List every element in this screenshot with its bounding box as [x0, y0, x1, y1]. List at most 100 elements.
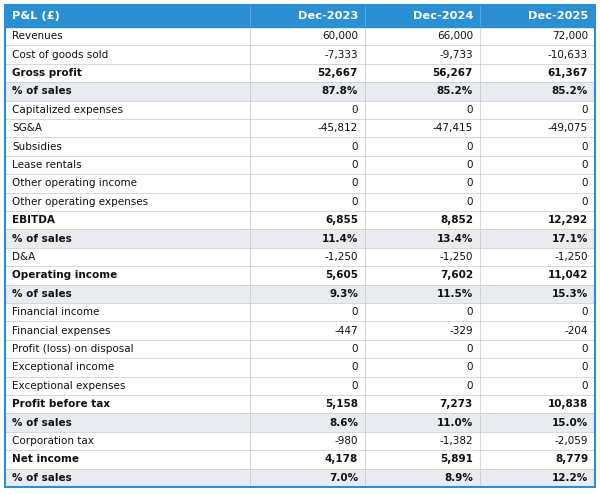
Text: -1,250: -1,250 — [325, 252, 358, 262]
Bar — [365, 321, 480, 340]
Bar — [250, 46, 365, 64]
Bar — [5, 358, 250, 377]
Text: 0: 0 — [466, 105, 473, 115]
Bar — [250, 321, 365, 340]
Text: 0: 0 — [352, 381, 358, 391]
Text: 0: 0 — [352, 197, 358, 207]
Bar — [365, 46, 480, 64]
Bar — [365, 229, 480, 248]
Bar — [250, 377, 365, 395]
Bar — [365, 285, 480, 303]
Bar — [250, 119, 365, 138]
Text: 0: 0 — [352, 307, 358, 317]
Text: -447: -447 — [334, 326, 358, 336]
Bar — [5, 266, 250, 285]
Bar — [5, 285, 250, 303]
Text: 0: 0 — [581, 307, 588, 317]
Bar — [480, 469, 595, 487]
Bar — [5, 174, 250, 193]
Bar — [480, 64, 595, 82]
Bar — [5, 377, 250, 395]
Text: 0: 0 — [581, 197, 588, 207]
Bar — [480, 193, 595, 211]
Text: 11.5%: 11.5% — [437, 289, 473, 299]
Bar — [250, 413, 365, 432]
Text: 6,855: 6,855 — [325, 215, 358, 225]
Bar — [480, 174, 595, 193]
Bar — [5, 27, 250, 46]
Bar — [5, 138, 250, 156]
Bar — [5, 229, 250, 248]
Bar — [5, 450, 250, 469]
Bar — [250, 358, 365, 377]
Text: -1,250: -1,250 — [554, 252, 588, 262]
Bar — [365, 377, 480, 395]
Bar — [365, 413, 480, 432]
Text: 8,852: 8,852 — [440, 215, 473, 225]
Text: 5,605: 5,605 — [325, 270, 358, 280]
Bar — [250, 450, 365, 469]
Text: 0: 0 — [581, 142, 588, 151]
Text: Lease rentals: Lease rentals — [12, 160, 82, 170]
Text: 52,667: 52,667 — [317, 68, 358, 78]
Bar — [365, 100, 480, 119]
Text: 12,292: 12,292 — [548, 215, 588, 225]
Bar — [250, 395, 365, 413]
Text: 0: 0 — [352, 105, 358, 115]
Text: 12.2%: 12.2% — [552, 473, 588, 483]
Text: Other operating income: Other operating income — [12, 178, 137, 189]
Bar — [365, 174, 480, 193]
Bar — [365, 450, 480, 469]
Bar — [250, 285, 365, 303]
Bar — [365, 64, 480, 82]
Bar — [480, 100, 595, 119]
Bar — [480, 432, 595, 450]
Text: 0: 0 — [466, 142, 473, 151]
Text: % of sales: % of sales — [12, 418, 72, 428]
Bar — [480, 340, 595, 358]
Text: 0: 0 — [466, 197, 473, 207]
Bar — [250, 5, 365, 27]
Bar — [480, 358, 595, 377]
Text: 11.4%: 11.4% — [322, 234, 358, 244]
Text: -1,382: -1,382 — [439, 436, 473, 446]
Bar — [480, 321, 595, 340]
Text: % of sales: % of sales — [12, 87, 72, 97]
Text: Capitalized expenses: Capitalized expenses — [12, 105, 123, 115]
Text: Net income: Net income — [12, 454, 79, 464]
Bar — [365, 193, 480, 211]
Bar — [480, 211, 595, 229]
Text: 0: 0 — [581, 178, 588, 189]
Text: 0: 0 — [352, 344, 358, 354]
Bar — [250, 64, 365, 82]
Text: Dec-2024: Dec-2024 — [413, 11, 473, 21]
Text: -1,250: -1,250 — [439, 252, 473, 262]
Bar — [480, 119, 595, 138]
Text: % of sales: % of sales — [12, 289, 72, 299]
Bar — [365, 358, 480, 377]
Text: Dec-2025: Dec-2025 — [528, 11, 588, 21]
Bar — [5, 432, 250, 450]
Text: 85.2%: 85.2% — [437, 87, 473, 97]
Text: 5,891: 5,891 — [440, 454, 473, 464]
Bar — [480, 138, 595, 156]
Bar — [480, 395, 595, 413]
Text: D&A: D&A — [12, 252, 35, 262]
Bar — [5, 395, 250, 413]
Text: 0: 0 — [581, 160, 588, 170]
Bar — [480, 248, 595, 266]
Bar — [250, 27, 365, 46]
Text: Financial income: Financial income — [12, 307, 100, 317]
Text: Dec-2023: Dec-2023 — [298, 11, 358, 21]
Bar — [250, 82, 365, 100]
Bar — [250, 340, 365, 358]
Bar — [5, 340, 250, 358]
Text: Corporation tax: Corporation tax — [12, 436, 94, 446]
Bar — [250, 248, 365, 266]
Text: 85.2%: 85.2% — [552, 87, 588, 97]
Text: EBITDA: EBITDA — [12, 215, 55, 225]
Text: 7,602: 7,602 — [440, 270, 473, 280]
Text: 0: 0 — [352, 142, 358, 151]
Text: 0: 0 — [466, 344, 473, 354]
Text: P&L (£): P&L (£) — [12, 11, 60, 21]
